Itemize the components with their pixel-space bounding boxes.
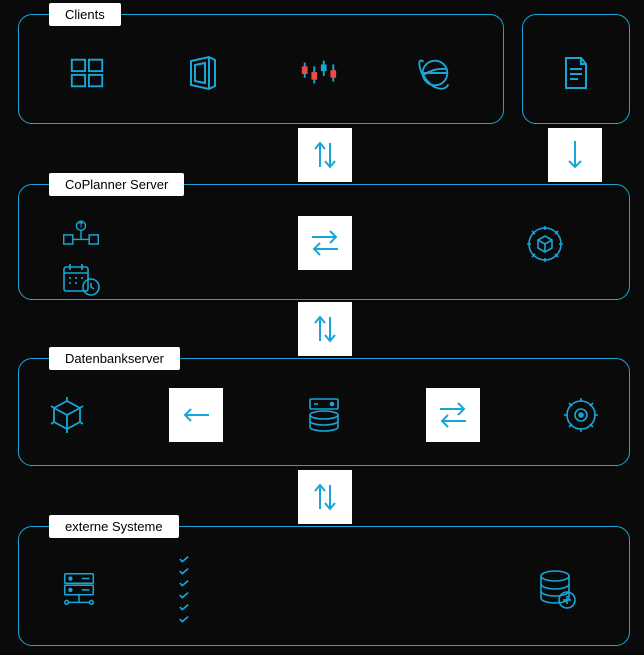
- office-icon: [183, 53, 223, 93]
- connector-updown-3: [298, 470, 352, 524]
- check-icon: [179, 603, 189, 611]
- label-database: Datenbankserver: [49, 347, 180, 370]
- check-icon: [179, 579, 189, 587]
- section-database: Datenbankserver: [18, 358, 630, 466]
- ie-icon: [415, 53, 455, 93]
- check-icon: [179, 615, 189, 623]
- connector-bidir-h: [298, 216, 352, 270]
- coplanner-left-icons: [43, 199, 111, 289]
- server-db-icon: [304, 395, 344, 435]
- windows-icon: [67, 53, 107, 93]
- label-coplanner: CoPlanner Server: [49, 173, 184, 196]
- check-icon: [179, 555, 189, 563]
- connector-down: [548, 128, 602, 182]
- section-clients-side: [522, 14, 630, 124]
- db-add-icon: [537, 569, 577, 609]
- checklist: [179, 555, 189, 623]
- connector-updown-2: [298, 302, 352, 356]
- cube-gear-icon: [525, 224, 565, 264]
- cube-icon: [47, 395, 87, 435]
- clients-side-row: [523, 15, 629, 123]
- check-icon: [179, 567, 189, 575]
- check-icon: [179, 591, 189, 599]
- clients-icon-row: [19, 15, 503, 123]
- connector-updown-1: [298, 128, 352, 182]
- server-icon: [59, 569, 99, 609]
- section-clients: Clients: [18, 14, 504, 124]
- section-external: externe Systeme: [18, 526, 630, 646]
- calendar-clock-icon: [61, 261, 101, 297]
- db-arrow-left: [169, 388, 223, 442]
- process-diagram-icon: [61, 217, 101, 251]
- process-gear-icon: [561, 395, 601, 435]
- document-icon: [556, 53, 596, 93]
- label-external: externe Systeme: [49, 515, 179, 538]
- db-arrow-bidir: [426, 388, 480, 442]
- label-clients: Clients: [49, 3, 121, 26]
- candlestick-icon: [299, 53, 339, 93]
